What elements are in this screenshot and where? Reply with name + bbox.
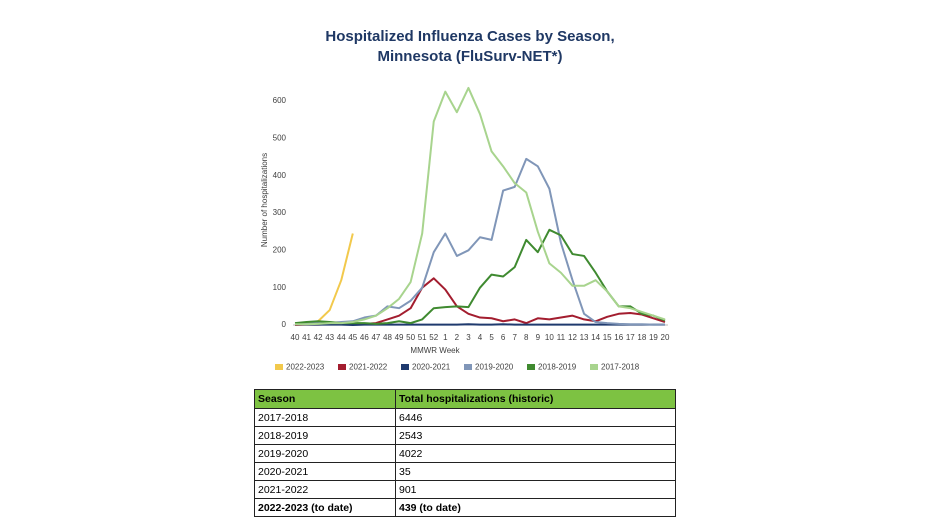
- header-cell: Total hospitalizations (historic): [395, 389, 676, 409]
- table-row: 2022-2023 (to date) 439 (to date): [254, 498, 676, 517]
- x-tick-label: 50: [406, 333, 415, 342]
- x-tick-label: 3: [466, 333, 471, 342]
- table-row: 2021-2022 901: [254, 480, 676, 499]
- x-tick-label: 5: [489, 333, 494, 342]
- legend-swatch: [464, 364, 472, 370]
- x-tick-label: 16: [614, 333, 623, 342]
- legend-label: 2021-2022: [349, 363, 388, 372]
- legend-swatch: [338, 364, 346, 370]
- x-tick-label: 13: [580, 333, 589, 342]
- y-tick-label: 100: [273, 283, 287, 292]
- x-tick-label: 42: [314, 333, 323, 342]
- table-cell: 439 (to date): [395, 498, 676, 517]
- x-tick-label: 2: [455, 333, 460, 342]
- chart: Hospitalized Influenza Cases by Season, …: [260, 28, 670, 372]
- legend-label: 2018-2019: [538, 363, 577, 372]
- x-tick-label: 8: [524, 333, 529, 342]
- x-tick-label: 48: [383, 333, 392, 342]
- y-tick-label: 400: [273, 171, 287, 180]
- table-cell: 4022: [395, 444, 676, 463]
- x-tick-label: 45: [348, 333, 357, 342]
- x-tick-label: 52: [429, 333, 438, 342]
- series-line: [294, 233, 354, 326]
- x-tick-label: 11: [557, 333, 566, 342]
- table-row: 2017-2018 6446: [254, 408, 676, 427]
- legend-label: 2020-2021: [412, 363, 451, 372]
- chart-title: Minnesota (FluSurv-NET*): [377, 48, 562, 65]
- y-tick-label: 500: [273, 133, 287, 142]
- table-cell: 2019-2020: [254, 444, 396, 463]
- x-tick-label: 1: [443, 333, 448, 342]
- table-cell: 2543: [395, 426, 676, 445]
- table-row: 2019-2020 4022: [254, 444, 676, 463]
- legend-swatch: [275, 364, 283, 370]
- summary-table: Season Total hospitalizations (historic) 2…: [254, 389, 676, 517]
- series-line: [294, 157, 665, 326]
- legend-swatch: [401, 364, 409, 370]
- legend-label: 2019-2020: [475, 363, 514, 372]
- x-tick-label: 49: [395, 333, 404, 342]
- legend-swatch: [590, 364, 598, 370]
- table-cell: 2022-2023 (to date): [254, 498, 396, 517]
- chart-title: Hospitalized Influenza Cases by Season,: [325, 28, 614, 45]
- y-tick-label: 600: [273, 96, 287, 105]
- table-cell: 2018-2019: [254, 426, 396, 445]
- legend-swatch: [527, 364, 535, 370]
- x-tick-label: 9: [536, 333, 541, 342]
- x-axis-label: MMWR Week: [410, 346, 460, 355]
- header-row: Season Total hospitalizations (historic): [254, 389, 676, 409]
- series-line: [294, 228, 666, 325]
- table-cell: 35: [395, 462, 676, 481]
- x-tick-label: 18: [637, 333, 646, 342]
- table-row: 2018-2019 2543: [254, 426, 676, 445]
- y-axis-label: Number of hospitalizations: [260, 153, 269, 247]
- x-tick-label: 14: [591, 333, 600, 342]
- x-tick-label: 46: [360, 333, 369, 342]
- x-tick-label: 44: [337, 333, 346, 342]
- x-tick-label: 12: [568, 333, 577, 342]
- x-tick-label: 10: [545, 333, 554, 342]
- series-line: [294, 323, 665, 326]
- x-tick-label: 47: [371, 333, 380, 342]
- x-tick-label: 19: [649, 333, 658, 342]
- x-tick-label: 20: [661, 333, 670, 342]
- y-tick-label: 0: [282, 320, 287, 329]
- table-row: 2020-2021 35: [254, 462, 676, 481]
- header-cell: Season: [254, 389, 396, 409]
- table-cell: 2017-2018: [254, 408, 396, 427]
- legend-label: 2017-2018: [601, 363, 640, 372]
- x-tick-label: 17: [626, 333, 635, 342]
- table-cell: 2021-2022: [254, 480, 396, 499]
- x-tick-label: 15: [603, 333, 612, 342]
- series-line: [294, 277, 666, 326]
- series-line: [295, 86, 666, 326]
- x-tick-label: 41: [302, 333, 311, 342]
- x-tick-label: 43: [325, 333, 334, 342]
- x-tick-label: 51: [418, 333, 427, 342]
- legend-label: 2022-2023: [286, 363, 325, 372]
- y-tick-label: 300: [273, 208, 287, 217]
- x-tick-label: 4: [478, 333, 483, 342]
- x-tick-label: 7: [512, 333, 517, 342]
- x-tick-label: 6: [501, 333, 506, 342]
- x-tick-label: 40: [291, 333, 300, 342]
- table-cell: 2020-2021: [254, 462, 396, 481]
- table-cell: 6446: [395, 408, 676, 427]
- y-tick-label: 200: [273, 245, 287, 254]
- table-cell: 901: [395, 480, 676, 499]
